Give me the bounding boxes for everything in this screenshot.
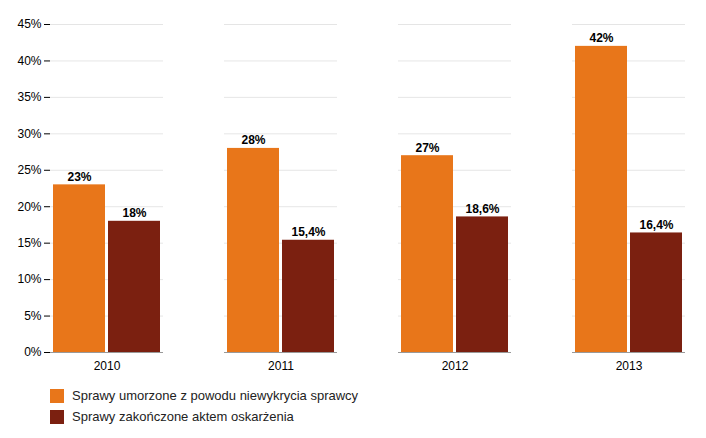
html-text:Sprawy umorzone z powodu niewy: Sprawy umorzone z powodu niewykrycia spr… bbox=[72, 388, 359, 403]
svg-text:2012: 2012 bbox=[442, 359, 469, 373]
svg-text:15%: 15% bbox=[17, 236, 41, 250]
svg-text:0%: 0% bbox=[24, 345, 42, 359]
svg-text:45%: 45% bbox=[17, 17, 41, 31]
svg-text:35%: 35% bbox=[17, 90, 41, 104]
svg-text:2010: 2010 bbox=[94, 359, 121, 373]
svg-text:10%: 10% bbox=[17, 272, 41, 286]
html-text:Sprawy zakończone aktem oskarż: Sprawy zakończone aktem oskarżenia bbox=[72, 409, 294, 424]
svg-text:42%: 42% bbox=[589, 31, 613, 45]
svg-text:30%: 30% bbox=[17, 127, 41, 141]
svg-text:27%: 27% bbox=[415, 141, 439, 155]
svg-text:2011: 2011 bbox=[268, 359, 294, 373]
svg-text:20%: 20% bbox=[17, 200, 41, 214]
svg-text:16,4%: 16,4% bbox=[639, 218, 673, 232]
svg-text:28%: 28% bbox=[241, 133, 265, 147]
svg-text:2013: 2013 bbox=[616, 359, 643, 373]
svg-text:23%: 23% bbox=[67, 170, 91, 184]
svg-text:5%: 5% bbox=[24, 309, 42, 323]
svg-text:18%: 18% bbox=[122, 206, 146, 220]
svg-text:40%: 40% bbox=[17, 54, 41, 68]
svg-text:15,4%: 15,4% bbox=[291, 225, 325, 239]
svg-text:18,6%: 18,6% bbox=[465, 202, 499, 216]
svg-text:25%: 25% bbox=[17, 163, 41, 177]
